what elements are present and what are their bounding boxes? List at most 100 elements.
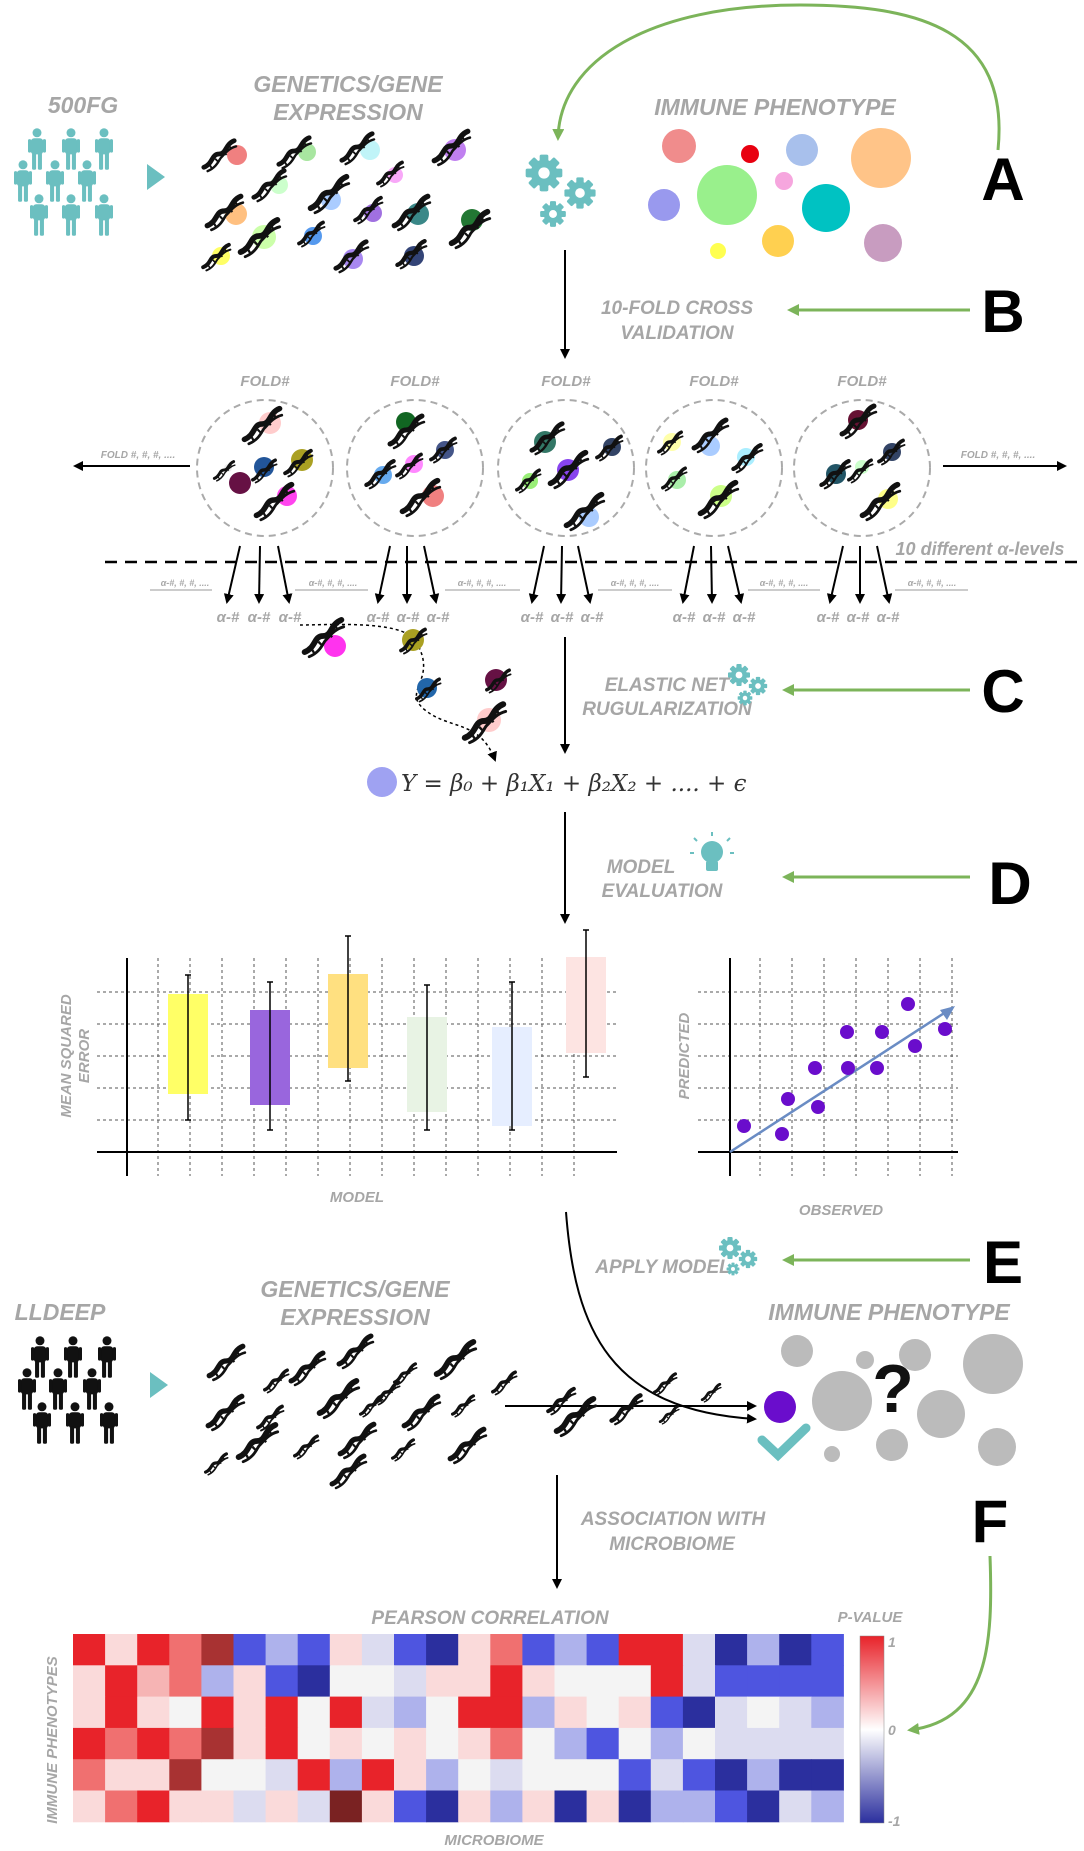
step-label-a: A [981, 146, 1024, 213]
population-icon-bottom [18, 1336, 118, 1444]
play-arrow-icon [147, 164, 165, 190]
fold-label: FOLD# [689, 373, 739, 390]
heatmap-cell [394, 1759, 427, 1791]
heatmap-cell [329, 1759, 363, 1791]
heatmap-cell [715, 1665, 748, 1698]
heatmap-cell [458, 1634, 491, 1666]
phenotype-dot [367, 767, 397, 797]
svg-text:α-#: α-# [581, 609, 604, 626]
svg-text:α-#, #, #, ....: α-#, #, #, .... [161, 578, 210, 588]
heatmap-cell [715, 1727, 748, 1760]
heatmap-cell [811, 1696, 844, 1729]
heatmap-cell [297, 1727, 331, 1760]
svg-text:α-#: α-# [673, 609, 696, 626]
heatmap-cell [169, 1727, 202, 1760]
dna-on-arrow [546, 1372, 722, 1436]
heatmap-cell [650, 1665, 684, 1698]
apply-label: APPLY MODEL [594, 1257, 730, 1278]
heatmap-cell [747, 1665, 780, 1698]
mse-ylabel-2: ERROR [76, 1029, 93, 1083]
heatmap-cell [361, 1665, 395, 1698]
heatmap-cell [426, 1759, 459, 1791]
heatmap-cell [426, 1790, 459, 1823]
heatmap-title: PEARSON CORRELATION [371, 1608, 609, 1629]
heatmap-cell [747, 1759, 780, 1791]
svg-text:α-#: α-# [217, 609, 240, 626]
svg-text:α-#: α-# [248, 609, 271, 626]
lightbulb-icon [690, 832, 734, 871]
genetics-label-top-1: GENETICS/GENE [253, 71, 443, 97]
svg-text:α-#: α-# [551, 609, 574, 626]
heatmap-cell [329, 1727, 363, 1760]
heatmap-cell [458, 1759, 491, 1791]
svg-text:α-#, #, #, ....: α-#, #, #, .... [611, 578, 660, 588]
heatmap-cell [105, 1696, 138, 1729]
heatmap-cell [586, 1634, 620, 1666]
heatmap-cell [682, 1727, 716, 1760]
svg-text:α-#: α-# [521, 609, 544, 626]
heatmap-cell [73, 1759, 106, 1791]
heatmap-cell [329, 1790, 363, 1823]
heatmap-cell [715, 1696, 748, 1729]
svg-text:α-#: α-# [427, 609, 450, 626]
svg-text:α-#: α-# [847, 609, 870, 626]
heatmap-cell [73, 1634, 106, 1666]
gears-icon-top [525, 154, 596, 227]
svg-text:α-#: α-# [733, 609, 756, 626]
heatmap-cell [682, 1790, 716, 1823]
heatmap-cell [650, 1634, 684, 1666]
pvalue-legend-mid: 0 [888, 1722, 896, 1738]
alpha-notes: α-#, #, #, .... α-#, #, #, .... α-#, #, … [150, 578, 968, 591]
svg-text:α-#: α-# [703, 609, 726, 626]
heatmap-cell [137, 1727, 170, 1760]
heatmap-cell [747, 1790, 780, 1823]
heatmap-cell [233, 1634, 267, 1666]
heatmap-cell [201, 1696, 234, 1729]
heatmap-cell [522, 1790, 555, 1823]
heatmap-cell [522, 1634, 555, 1666]
heatmap-cell [490, 1696, 523, 1729]
scatter-xlabel: OBSERVED [799, 1202, 883, 1219]
heatmap-cell [554, 1634, 588, 1666]
heatmap-cell [586, 1759, 620, 1791]
heatmap-cell [490, 1634, 523, 1666]
heatmap-cell [458, 1790, 491, 1823]
heatmap-cell [811, 1634, 844, 1666]
heatmap-cell [361, 1759, 395, 1791]
heatmap-cell [682, 1665, 716, 1698]
heatmap-cell [811, 1727, 844, 1760]
step-label-e: E [983, 1229, 1023, 1296]
genetics-label-top-2: EXPRESSION [273, 99, 423, 125]
heatmap-cell [233, 1759, 267, 1791]
eval-label-1: MODEL [607, 857, 676, 878]
svg-text:α-#, #, #, ....: α-#, #, #, .... [458, 578, 507, 588]
heatmap-cell [361, 1634, 395, 1666]
heatmap-cell [490, 1665, 523, 1698]
svg-text:α-#: α-# [877, 609, 900, 626]
heatmap-cell [169, 1634, 202, 1666]
heatmap-cell [265, 1759, 299, 1791]
selected-features [299, 620, 512, 762]
enet-label-1: ELASTIC NET [605, 675, 731, 696]
heatmap-cell [586, 1696, 620, 1729]
heatmap-cell [201, 1634, 234, 1666]
heatmap-cell [394, 1790, 427, 1823]
step-label-d: D [988, 850, 1031, 917]
heatmap-cell [522, 1727, 555, 1760]
heatmap-cell [811, 1759, 844, 1791]
alpha-levels-note: 10 different α-levels [896, 539, 1065, 559]
heatmap-cell [394, 1727, 427, 1760]
heatmap-cell [201, 1665, 234, 1698]
assoc-label-2: MICROBIOME [609, 1534, 736, 1555]
heatmap-cell [586, 1665, 620, 1698]
heatmap [73, 1634, 844, 1823]
fold-note-left: FOLD #, #, #, .... [101, 450, 175, 461]
genetics-label-bottom-1: GENETICS/GENE [260, 1276, 450, 1302]
heatmap-cell [426, 1696, 459, 1729]
heatmap-cell [650, 1727, 684, 1760]
heatmap-cell [747, 1634, 780, 1666]
heatmap-cell [458, 1727, 491, 1760]
heatmap-cell [554, 1727, 588, 1760]
heatmap-cell [297, 1759, 331, 1791]
heatmap-cell [73, 1727, 106, 1760]
